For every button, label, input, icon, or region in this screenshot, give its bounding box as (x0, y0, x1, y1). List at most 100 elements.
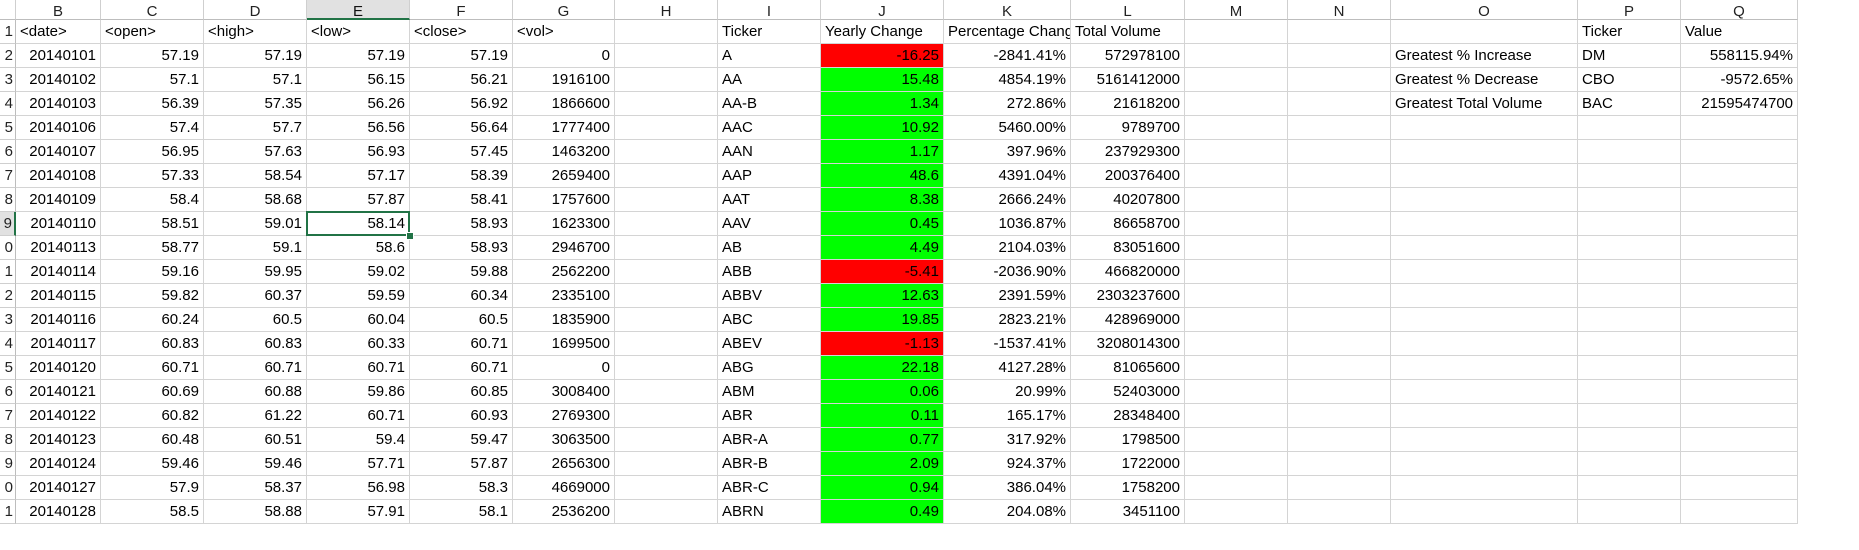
ticker-cell[interactable]: AAP (718, 164, 821, 188)
stock-data-cell[interactable]: 59.86 (307, 380, 410, 404)
stock-data-cell[interactable]: 60.33 (307, 332, 410, 356)
greatest-ticker-cell[interactable]: DM (1578, 44, 1681, 68)
stock-data-cell[interactable]: 1916100 (513, 68, 615, 92)
empty-cell[interactable] (1185, 188, 1288, 212)
header-cell[interactable] (1288, 20, 1391, 44)
ticker-cell[interactable]: ABG (718, 356, 821, 380)
empty-cell[interactable] (1391, 380, 1578, 404)
stock-data-cell[interactable]: 57.4 (101, 116, 204, 140)
stock-data-cell[interactable]: 1463200 (513, 140, 615, 164)
empty-cell[interactable] (1185, 476, 1288, 500)
row-header[interactable]: 2 (0, 44, 16, 68)
select-all-corner[interactable] (0, 0, 16, 20)
empty-cell[interactable] (1681, 140, 1798, 164)
ticker-cell[interactable]: ABB (718, 260, 821, 284)
stock-data-cell[interactable]: 20140102 (16, 68, 101, 92)
empty-cell[interactable] (1681, 452, 1798, 476)
empty-cell[interactable] (1681, 356, 1798, 380)
stock-data-cell[interactable]: 60.82 (101, 404, 204, 428)
stock-data-cell[interactable]: 56.56 (307, 116, 410, 140)
column-header-b[interactable]: B (16, 0, 101, 20)
column-header-m[interactable]: M (1185, 0, 1288, 20)
total-volume-cell[interactable]: 83051600 (1071, 236, 1185, 260)
ticker-cell[interactable]: ABM (718, 380, 821, 404)
empty-cell[interactable] (1681, 236, 1798, 260)
stock-data-cell[interactable]: 58.37 (204, 476, 307, 500)
header-cell[interactable]: <open> (101, 20, 204, 44)
empty-cell[interactable] (1288, 164, 1391, 188)
total-volume-cell[interactable]: 237929300 (1071, 140, 1185, 164)
empty-cell[interactable] (1578, 452, 1681, 476)
stock-data-cell[interactable]: 60.37 (204, 284, 307, 308)
stock-data-cell[interactable]: 57.45 (410, 140, 513, 164)
stock-data-cell[interactable]: 3008400 (513, 380, 615, 404)
empty-cell[interactable] (1391, 140, 1578, 164)
stock-data-cell[interactable]: 58.93 (410, 236, 513, 260)
stock-data-cell[interactable]: 20140115 (16, 284, 101, 308)
stock-data-cell[interactable]: 56.21 (410, 68, 513, 92)
stock-data-cell[interactable]: 20140110 (16, 212, 101, 236)
percentage-change-cell[interactable]: 397.96% (944, 140, 1071, 164)
empty-cell[interactable] (1288, 308, 1391, 332)
stock-data-cell[interactable]: 57.19 (101, 44, 204, 68)
stock-data-cell[interactable]: 56.39 (101, 92, 204, 116)
stock-data-cell[interactable]: 2536200 (513, 500, 615, 524)
stock-data-cell[interactable]: 57.33 (101, 164, 204, 188)
stock-data-cell[interactable]: 60.51 (204, 428, 307, 452)
empty-cell[interactable] (1391, 164, 1578, 188)
empty-cell[interactable] (1185, 404, 1288, 428)
total-volume-cell[interactable]: 466820000 (1071, 260, 1185, 284)
ticker-cell[interactable]: ABR (718, 404, 821, 428)
yearly-change-positive-cell[interactable]: 12.63 (821, 284, 944, 308)
header-cell[interactable]: Percentage Change (944, 20, 1071, 44)
stock-data-cell[interactable]: 2656300 (513, 452, 615, 476)
stock-data-cell[interactable]: 58.41 (410, 188, 513, 212)
percentage-change-cell[interactable]: 4127.28% (944, 356, 1071, 380)
stock-data-cell[interactable]: 58.1 (410, 500, 513, 524)
empty-cell[interactable] (1185, 500, 1288, 524)
empty-cell[interactable] (615, 380, 718, 404)
header-cell[interactable]: <close> (410, 20, 513, 44)
header-cell[interactable]: <date> (16, 20, 101, 44)
percentage-change-cell[interactable]: 2104.03% (944, 236, 1071, 260)
empty-cell[interactable] (615, 260, 718, 284)
percentage-change-cell[interactable]: -2036.90% (944, 260, 1071, 284)
empty-cell[interactable] (1185, 92, 1288, 116)
stock-data-cell[interactable]: 60.83 (101, 332, 204, 356)
greatest-label-cell[interactable]: Greatest Total Volume (1391, 92, 1578, 116)
empty-cell[interactable] (1288, 188, 1391, 212)
empty-cell[interactable] (1391, 428, 1578, 452)
stock-data-cell[interactable]: 58.68 (204, 188, 307, 212)
stock-data-cell[interactable]: 56.98 (307, 476, 410, 500)
stock-data-cell[interactable]: 59.46 (204, 452, 307, 476)
percentage-change-cell[interactable]: 386.04% (944, 476, 1071, 500)
stock-data-cell[interactable]: 58.88 (204, 500, 307, 524)
empty-cell[interactable] (1288, 92, 1391, 116)
empty-cell[interactable] (1681, 116, 1798, 140)
percentage-change-cell[interactable]: 2666.24% (944, 188, 1071, 212)
row-header[interactable]: 1 (0, 500, 16, 524)
empty-cell[interactable] (1288, 380, 1391, 404)
stock-data-cell[interactable]: 60.48 (101, 428, 204, 452)
stock-data-cell[interactable]: 58.51 (101, 212, 204, 236)
column-header-c[interactable]: C (101, 0, 204, 20)
stock-data-cell[interactable]: 1777400 (513, 116, 615, 140)
header-cell[interactable] (1185, 20, 1288, 44)
column-header-g[interactable]: G (513, 0, 615, 20)
stock-data-cell[interactable]: 58.14 (307, 212, 410, 236)
yearly-change-positive-cell[interactable]: 1.17 (821, 140, 944, 164)
empty-cell[interactable] (1185, 116, 1288, 140)
empty-cell[interactable] (615, 500, 718, 524)
empty-cell[interactable] (1391, 500, 1578, 524)
column-header-l[interactable]: L (1071, 0, 1185, 20)
empty-cell[interactable] (1578, 140, 1681, 164)
empty-cell[interactable] (1288, 452, 1391, 476)
greatest-ticker-cell[interactable]: BAC (1578, 92, 1681, 116)
header-cell[interactable]: <low> (307, 20, 410, 44)
stock-data-cell[interactable]: 20140121 (16, 380, 101, 404)
empty-cell[interactable] (1185, 452, 1288, 476)
empty-cell[interactable] (1391, 308, 1578, 332)
greatest-label-cell[interactable]: Greatest % Increase (1391, 44, 1578, 68)
stock-data-cell[interactable]: 59.01 (204, 212, 307, 236)
empty-cell[interactable] (1578, 476, 1681, 500)
